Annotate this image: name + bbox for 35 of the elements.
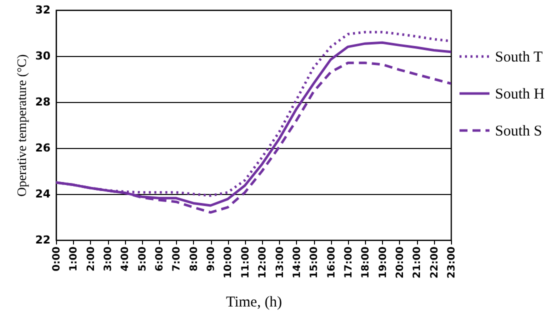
x-tick-label: 16:00 bbox=[326, 246, 338, 278]
x-tick-label: 5:00 bbox=[137, 246, 148, 272]
x-tick-label: 21:00 bbox=[412, 246, 424, 278]
x-tick-label: 22:00 bbox=[429, 246, 440, 278]
x-tick-label: 6:00 bbox=[154, 246, 166, 272]
x-axis-title: Time, (h) bbox=[226, 294, 282, 310]
x-tick-label: 12:00 bbox=[258, 246, 269, 278]
x-tick-label: 18:00 bbox=[360, 246, 372, 278]
x-tick-label: 1:00 bbox=[68, 246, 80, 272]
x-tick-label: 9:00 bbox=[206, 246, 218, 272]
y-axis-title: Operative temperature (°C) bbox=[14, 54, 30, 197]
x-tick-label: 20:00 bbox=[394, 246, 406, 278]
x-tick-label: 7:00 bbox=[172, 246, 183, 272]
x-tick-label: 4:00 bbox=[120, 246, 132, 272]
y-tick-label: 30 bbox=[35, 50, 51, 62]
x-tick-label: 11:00 bbox=[240, 246, 252, 278]
x-tick-label: 15:00 bbox=[309, 246, 320, 278]
y-tick-label: 32 bbox=[35, 4, 50, 16]
legend-label: South S bbox=[495, 124, 542, 140]
y-tick-label: 26 bbox=[35, 142, 51, 154]
legend-label: South H bbox=[495, 86, 545, 102]
x-tick-label: 3:00 bbox=[103, 246, 114, 272]
x-tick-label: 0:00 bbox=[52, 246, 62, 272]
x-tick-label: 8:00 bbox=[188, 246, 200, 272]
x-tick-label: 13:00 bbox=[274, 246, 286, 278]
y-tick-label: 24 bbox=[35, 188, 51, 200]
x-tick-label: 10:00 bbox=[223, 246, 234, 278]
legend-label: South T bbox=[495, 50, 543, 66]
y-tick-label: 28 bbox=[35, 96, 50, 108]
x-tick-label: 23:00 bbox=[446, 246, 458, 278]
x-tick-label: 14:00 bbox=[292, 246, 303, 278]
x-tick-label: 19:00 bbox=[378, 246, 389, 278]
y-tick-label: 22 bbox=[35, 234, 50, 246]
x-tick-label: 17:00 bbox=[343, 246, 354, 278]
x-tick-label: 2:00 bbox=[86, 246, 97, 272]
